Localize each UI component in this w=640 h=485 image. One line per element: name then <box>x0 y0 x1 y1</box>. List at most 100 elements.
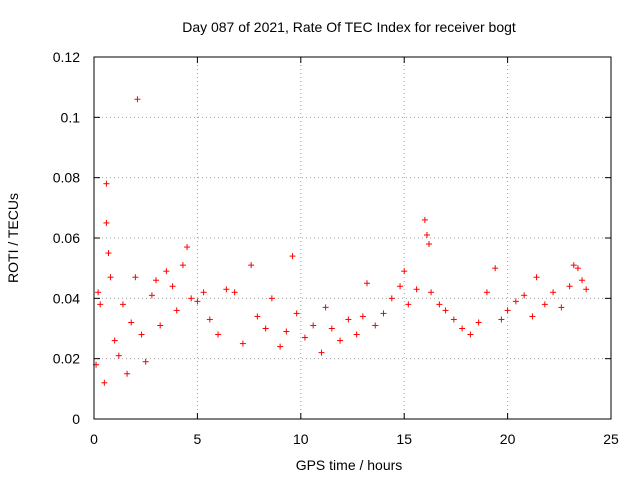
data-point-0-14 <box>134 96 141 103</box>
data-point-0-27 <box>200 289 207 296</box>
data-point-0-77 <box>550 289 557 296</box>
data-point-0-9 <box>115 352 122 359</box>
y-tick-label-3: 0.06 <box>53 230 80 246</box>
axis-ticks <box>93 56 612 420</box>
data-point-0-52 <box>380 310 387 317</box>
data-point-0-30 <box>223 286 230 293</box>
data-point-0-65 <box>459 325 466 332</box>
x-tick-label-4: 20 <box>500 431 516 447</box>
x-tick-label-2: 10 <box>293 431 309 447</box>
data-point-0-23 <box>179 262 186 269</box>
data-point-0-25 <box>188 295 195 302</box>
data-point-0-19 <box>157 322 164 329</box>
x-tick-label-3: 15 <box>396 431 412 447</box>
data-point-0-57 <box>413 286 420 293</box>
data-point-0-37 <box>277 343 284 350</box>
data-point-0-79 <box>566 283 573 290</box>
data-point-0-2 <box>97 301 104 308</box>
data-point-0-46 <box>337 337 344 344</box>
data-point-0-20 <box>163 268 170 275</box>
data-point-0-80 <box>570 262 577 269</box>
data-point-0-51 <box>372 322 379 329</box>
y-tick-label-2: 0.04 <box>53 290 80 306</box>
data-point-0-18 <box>153 277 160 284</box>
data-point-0-58 <box>421 216 428 223</box>
data-point-0-50 <box>363 280 370 287</box>
data-point-0-74 <box>529 313 536 320</box>
data-point-0-39 <box>289 253 296 260</box>
data-point-0-49 <box>359 313 366 320</box>
data-point-0-10 <box>119 301 126 308</box>
data-point-0-82 <box>579 277 586 284</box>
x-tick-label-5: 25 <box>603 431 619 447</box>
data-point-0-67 <box>475 319 482 326</box>
data-point-0-66 <box>467 331 474 338</box>
data-point-0-34 <box>254 313 261 320</box>
x-axis-label: GPS time / hours <box>296 457 403 473</box>
data-point-0-42 <box>310 322 317 329</box>
data-point-0-41 <box>301 334 308 341</box>
data-point-0-75 <box>533 274 540 281</box>
y-axis-label: ROTI / TECUs <box>5 193 21 283</box>
data-point-0-17 <box>148 292 155 299</box>
chart-title: Day 087 of 2021, Rate Of TEC Index for r… <box>182 19 516 35</box>
data-point-0-35 <box>262 325 269 332</box>
data-point-0-76 <box>541 301 548 308</box>
data-point-0-48 <box>353 331 360 338</box>
data-point-0-40 <box>293 310 300 317</box>
data-point-0-32 <box>239 340 246 347</box>
data-point-0-1 <box>95 289 102 296</box>
data-point-0-56 <box>405 301 412 308</box>
data-point-0-26 <box>194 298 201 305</box>
data-point-0-7 <box>107 274 114 281</box>
data-point-0-29 <box>215 331 222 338</box>
data-point-0-71 <box>504 307 511 314</box>
data-points <box>93 96 590 386</box>
y-tick-label-5: 0.1 <box>61 109 81 125</box>
plot-frame <box>93 56 612 420</box>
data-point-0-3 <box>101 379 108 386</box>
data-point-0-43 <box>318 349 325 356</box>
data-point-0-13 <box>132 274 139 281</box>
data-point-0-68 <box>483 289 490 296</box>
data-point-0-63 <box>442 307 449 314</box>
data-point-0-53 <box>388 295 395 302</box>
data-point-0-59 <box>423 231 430 238</box>
data-point-0-36 <box>268 295 275 302</box>
grid-lines <box>94 57 611 419</box>
data-point-0-64 <box>450 316 457 323</box>
y-tick-label-4: 0.08 <box>53 170 80 186</box>
data-point-0-61 <box>428 289 435 296</box>
data-point-0-28 <box>206 316 213 323</box>
data-point-0-55 <box>401 268 408 275</box>
data-point-0-69 <box>492 265 499 272</box>
data-point-0-54 <box>397 283 404 290</box>
data-point-0-16 <box>142 358 149 365</box>
data-point-0-12 <box>128 319 135 326</box>
data-point-0-72 <box>512 298 519 305</box>
x-tick-label-1: 5 <box>194 431 202 447</box>
data-point-0-15 <box>138 331 145 338</box>
data-point-0-21 <box>169 283 176 290</box>
data-point-0-31 <box>231 289 238 296</box>
data-point-0-8 <box>111 337 118 344</box>
data-point-0-78 <box>558 304 565 311</box>
data-point-0-47 <box>345 316 352 323</box>
data-point-0-83 <box>583 286 590 293</box>
data-point-0-11 <box>124 370 131 377</box>
data-point-0-5 <box>103 219 110 226</box>
data-point-0-70 <box>498 316 505 323</box>
y-tick-label-1: 0.02 <box>53 351 80 367</box>
data-point-0-44 <box>322 304 329 311</box>
data-point-0-6 <box>105 250 112 257</box>
data-point-0-60 <box>426 241 433 248</box>
data-point-0-4 <box>103 180 110 187</box>
y-tick-label-6: 0.12 <box>53 49 80 65</box>
data-point-0-81 <box>574 265 581 272</box>
data-point-0-38 <box>283 328 290 335</box>
tick-labels: 0 5 10 15 20 25 0 0.02 0.04 0.06 0.08 0.1 0.12 <box>53 49 619 447</box>
x-tick-label-0: 0 <box>90 431 98 447</box>
data-point-0-45 <box>328 325 335 332</box>
